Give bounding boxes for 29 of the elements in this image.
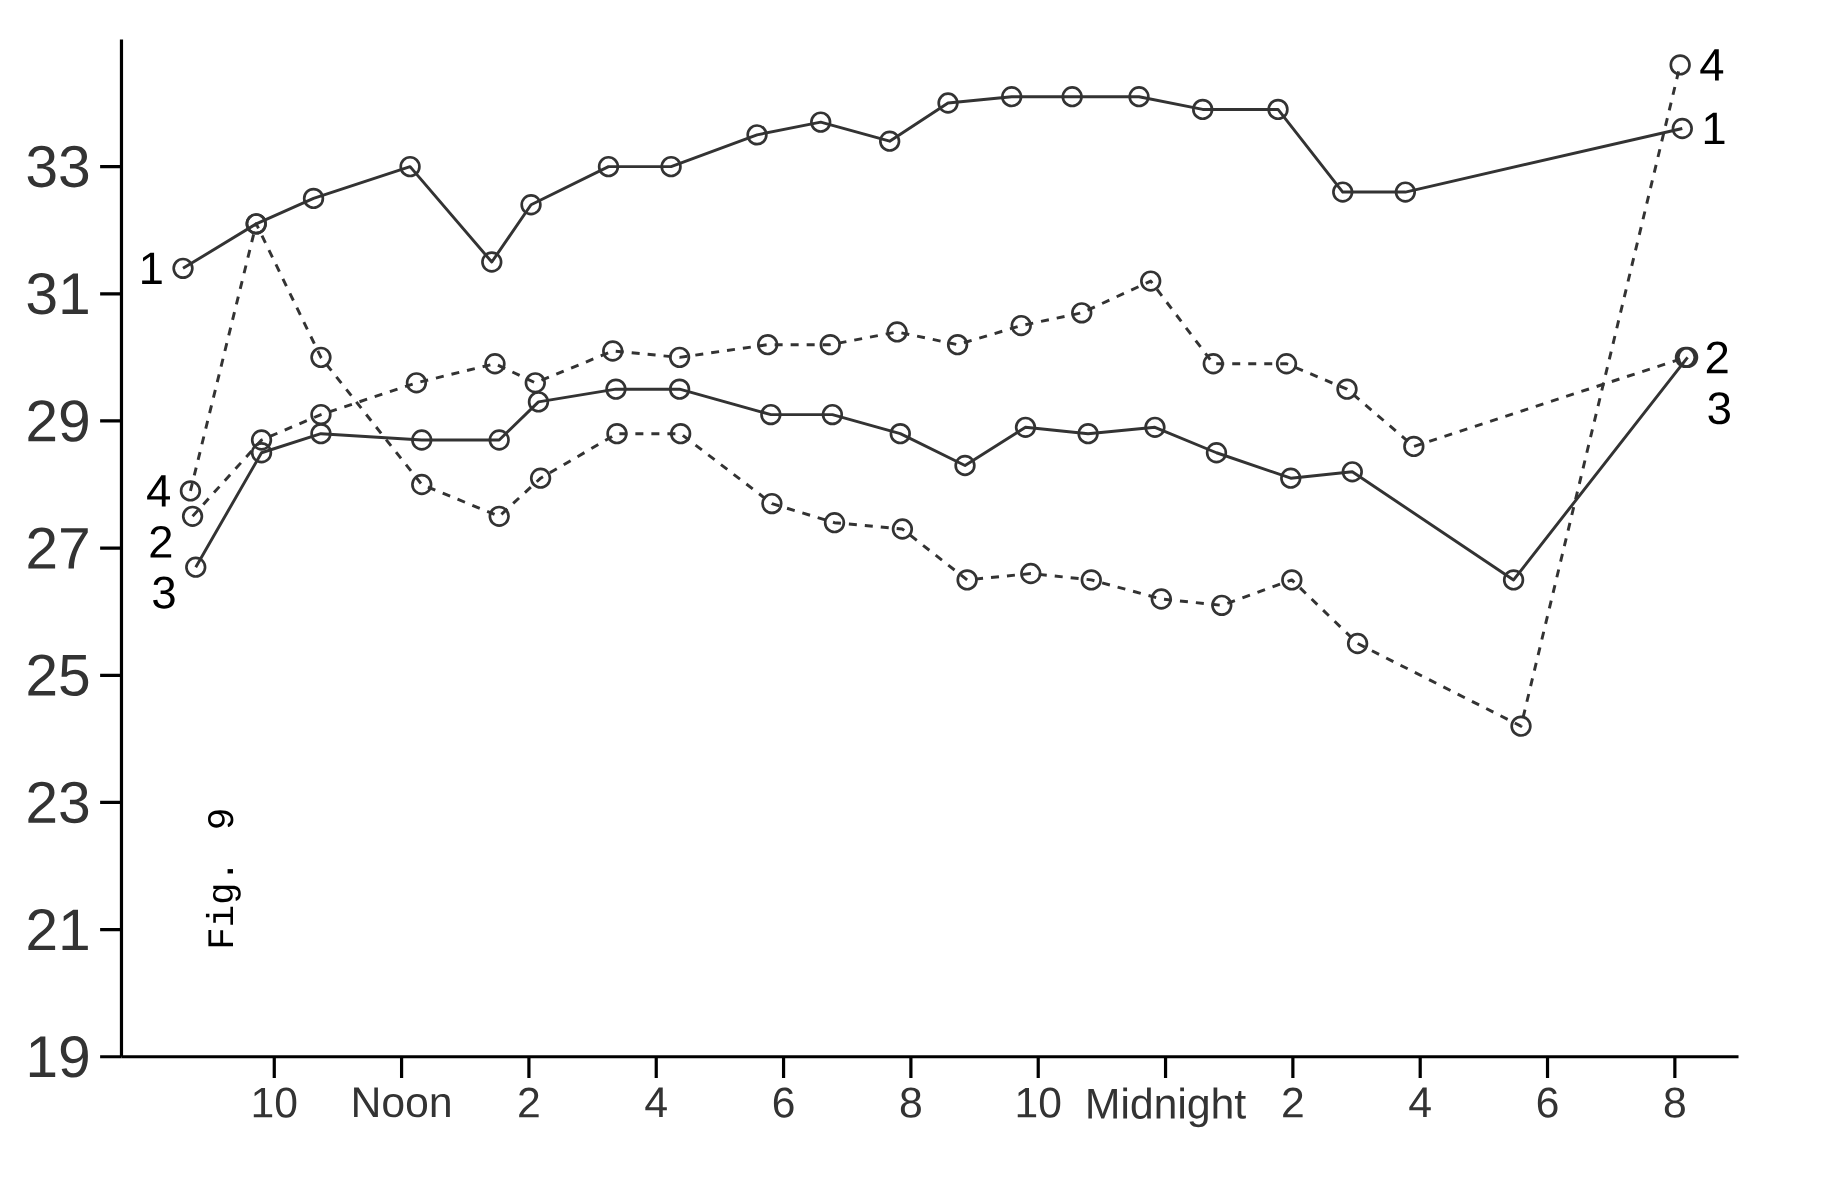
x-tick-label: 10	[1017, 1087, 1061, 1118]
series-label: 3	[153, 576, 175, 609]
x-tick-label: 6	[1537, 1087, 1558, 1118]
x-tick-label: 6	[773, 1087, 794, 1118]
y-tick-label: 25	[28, 654, 89, 697]
x-tick-label: Midnight	[1088, 1087, 1246, 1128]
x-tick-label: 8	[900, 1087, 921, 1118]
series-label: 4	[1700, 49, 1724, 81]
series-label: 2	[1706, 341, 1728, 374]
text: 1	[1704, 112, 1725, 145]
text: 4	[147, 475, 170, 507]
x-tick-label: 4	[645, 1087, 667, 1117]
series-label: 1	[142, 252, 162, 284]
y-tick-label: 33	[27, 145, 89, 188]
y-tick-label: 31	[27, 272, 88, 315]
x-tick-label: 2	[1283, 1087, 1303, 1118]
y-tick-label: 21	[28, 909, 88, 951]
x-tick-label: 10	[253, 1087, 297, 1118]
x-tick-label: 4	[1409, 1087, 1431, 1117]
text: 2	[150, 525, 172, 558]
y-tick-label: 23	[28, 781, 89, 824]
annotation: Fig. 9	[205, 810, 241, 947]
text: 3	[1708, 392, 1730, 425]
x-tick-label: 8	[1664, 1087, 1685, 1118]
x-tick-label: Noon	[354, 1087, 450, 1118]
y-tick-label: 29	[28, 400, 88, 442]
y-tick-label: 27	[28, 527, 88, 569]
y-tick-label: 19	[29, 1035, 88, 1078]
x-tick-label: 2	[519, 1087, 539, 1118]
